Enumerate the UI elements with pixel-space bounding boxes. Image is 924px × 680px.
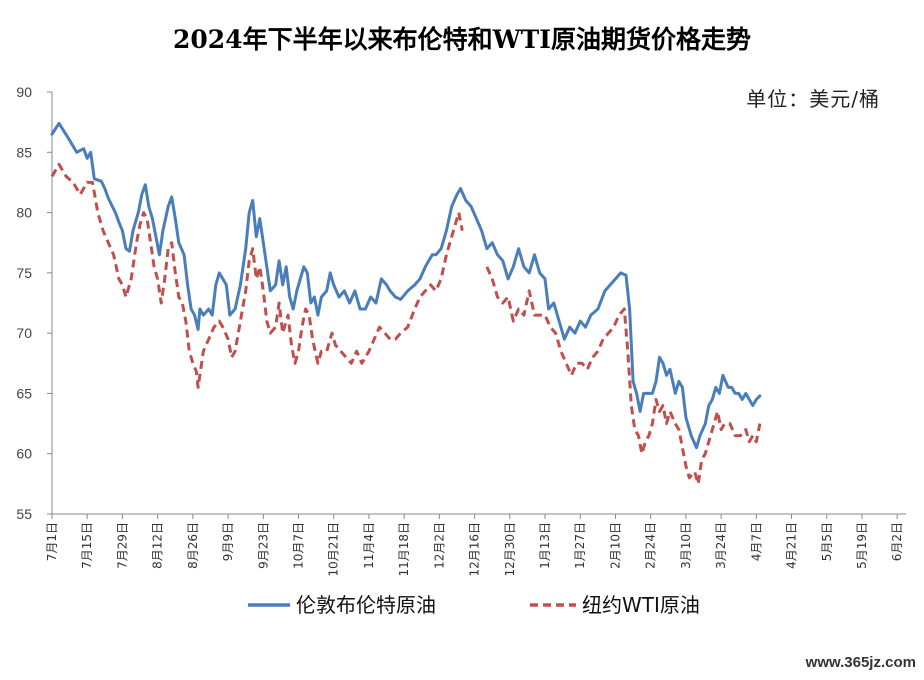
x-tick-label: 2月10日 [608,522,622,569]
x-tick-label: 12月2日 [432,522,446,569]
y-tick-label: 70 [16,325,32,341]
x-tick-label: 3月24日 [714,522,728,569]
axes [51,92,906,515]
wti-series-line [485,266,762,486]
chart-title: 2024年下半年以来布伦特和WTI原油期货价格走势 [173,25,751,54]
x-tick-label: 12月30日 [503,522,517,577]
y-tick-label: 65 [16,385,32,401]
y-tick-label: 90 [16,84,32,100]
x-tick-label: 9月23日 [256,522,270,569]
x-tick-label: 5月5日 [820,522,834,561]
unit-label: 单位：美元/桶 [746,87,880,111]
x-tick-label: 12月16日 [468,522,482,577]
legend-label-wti: 纽约WTI原油 [582,593,700,617]
x-tick-label: 7月1日 [45,522,59,561]
y-tick-label: 80 [16,205,32,221]
y-axis-ticks: 90 85 80 75 70 65 60 55 [16,84,52,522]
legend: 伦敦布伦特原油 纽约WTI原油 [248,593,700,617]
x-tick-label: 5月19日 [855,522,869,569]
x-tick-label: 4月21日 [785,522,799,569]
y-tick-label: 60 [16,446,32,462]
x-tick-label: 4月7日 [749,522,763,561]
x-tick-label: 8月26日 [186,522,200,569]
x-tick-label: 9月9日 [221,522,235,561]
x-tick-label: 11月18日 [397,522,411,577]
series-layer [50,121,762,486]
x-tick-label: 2月24日 [644,522,658,569]
y-tick-label: 75 [16,265,32,281]
watermark: www.365jz.com [805,654,916,671]
x-tick-label: 6月2日 [890,522,904,561]
x-tick-label: 8月12日 [151,522,165,569]
y-tick-label: 55 [16,506,32,522]
x-tick-label: 10月7日 [292,522,306,569]
x-tick-label: 11月4日 [362,522,376,569]
x-tick-label: 10月21日 [327,522,341,577]
x-tick-label: 1月27日 [573,522,587,569]
x-tick-label: 3月10日 [679,522,693,569]
legend-label-brent: 伦敦布伦特原油 [296,593,436,617]
y-tick-label: 85 [16,144,32,160]
wti-series-line [50,162,464,389]
x-tick-label: 7月29日 [115,522,129,569]
brent-series-line [50,121,762,450]
x-tick-label: 1月13日 [538,522,552,569]
x-axis-ticks: 7月1日 7月15日 7月29日 8月12日 8月26日 9月9日 9月23日 10月7日 10… [45,514,904,577]
x-tick-label: 7月15日 [80,522,94,569]
